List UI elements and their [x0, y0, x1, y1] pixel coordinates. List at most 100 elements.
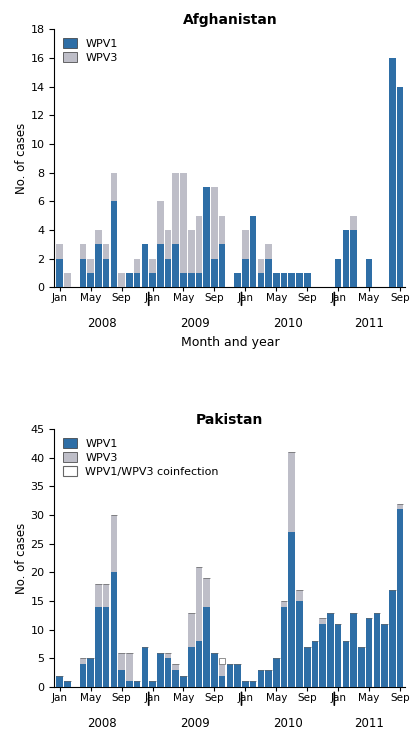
Bar: [219, 659, 225, 664]
Bar: [296, 273, 303, 287]
Text: 2008: 2008: [87, 717, 117, 730]
Bar: [111, 201, 117, 287]
Bar: [56, 675, 63, 687]
Bar: [288, 452, 295, 532]
Bar: [273, 659, 280, 687]
Bar: [265, 244, 272, 259]
Bar: [142, 647, 148, 687]
Bar: [288, 532, 295, 687]
Bar: [319, 624, 326, 687]
Bar: [118, 653, 125, 670]
Legend: WPV1, WPV3, WPV1/WPV3 coinfection: WPV1, WPV3, WPV1/WPV3 coinfection: [60, 435, 222, 480]
Bar: [188, 647, 194, 687]
Bar: [196, 216, 202, 273]
Text: 2010: 2010: [273, 717, 303, 730]
Bar: [397, 86, 403, 287]
Bar: [304, 273, 311, 287]
Bar: [188, 230, 194, 273]
Bar: [265, 259, 272, 287]
Bar: [87, 273, 94, 287]
Bar: [343, 230, 349, 287]
Bar: [219, 244, 225, 287]
X-axis label: Month and year: Month and year: [181, 336, 279, 349]
Bar: [281, 607, 287, 687]
Bar: [273, 273, 280, 287]
Bar: [95, 230, 102, 244]
Bar: [134, 259, 140, 273]
Bar: [118, 670, 125, 687]
Bar: [196, 641, 202, 687]
Bar: [343, 641, 349, 687]
Bar: [87, 659, 94, 687]
Bar: [196, 273, 202, 287]
Bar: [157, 653, 163, 687]
Bar: [157, 201, 163, 244]
Text: 2009: 2009: [180, 317, 210, 330]
Bar: [188, 613, 194, 647]
Bar: [288, 273, 295, 287]
Bar: [304, 647, 311, 687]
Bar: [173, 244, 179, 287]
Bar: [149, 681, 156, 687]
Title: Afghanistan: Afghanistan: [183, 12, 277, 27]
Bar: [165, 659, 171, 687]
Text: 2011: 2011: [354, 317, 384, 330]
Bar: [242, 230, 249, 259]
Text: 2009: 2009: [180, 717, 210, 730]
Bar: [281, 601, 287, 607]
Bar: [204, 607, 210, 687]
Bar: [250, 216, 256, 287]
Bar: [350, 613, 357, 687]
Bar: [134, 273, 140, 287]
Bar: [103, 244, 110, 259]
Text: 2010: 2010: [273, 317, 303, 330]
Bar: [397, 510, 403, 687]
Bar: [126, 653, 133, 681]
Bar: [165, 259, 171, 287]
Bar: [87, 259, 94, 273]
Bar: [211, 259, 218, 287]
Bar: [335, 259, 342, 287]
Bar: [196, 567, 202, 641]
Bar: [64, 681, 71, 687]
Bar: [95, 244, 102, 287]
Bar: [118, 273, 125, 287]
Bar: [281, 273, 287, 287]
Bar: [180, 675, 187, 687]
Bar: [80, 664, 86, 687]
Y-axis label: No. of cases: No. of cases: [15, 123, 28, 194]
Bar: [327, 613, 334, 687]
Bar: [103, 259, 110, 287]
Bar: [389, 58, 395, 287]
Bar: [397, 504, 403, 510]
Bar: [319, 618, 326, 624]
Bar: [234, 664, 241, 687]
Bar: [366, 259, 372, 287]
Bar: [366, 618, 372, 687]
Bar: [126, 273, 133, 287]
Bar: [257, 273, 264, 287]
Text: 2008: 2008: [87, 317, 117, 330]
Bar: [257, 259, 264, 273]
Bar: [157, 244, 163, 287]
Bar: [180, 173, 187, 273]
Legend: WPV1, WPV3: WPV1, WPV3: [60, 35, 121, 67]
Bar: [374, 613, 380, 687]
Y-axis label: No. of cases: No. of cases: [15, 523, 28, 594]
Bar: [242, 259, 249, 287]
Bar: [180, 273, 187, 287]
Bar: [219, 216, 225, 244]
Bar: [250, 681, 256, 687]
Text: 2011: 2011: [354, 717, 384, 730]
Bar: [173, 670, 179, 687]
Bar: [80, 259, 86, 287]
Bar: [265, 670, 272, 687]
Bar: [111, 572, 117, 687]
Bar: [142, 244, 148, 287]
Bar: [358, 647, 364, 687]
Bar: [188, 273, 194, 287]
Bar: [80, 659, 86, 664]
Bar: [211, 653, 218, 687]
Bar: [80, 244, 86, 259]
Bar: [350, 230, 357, 287]
